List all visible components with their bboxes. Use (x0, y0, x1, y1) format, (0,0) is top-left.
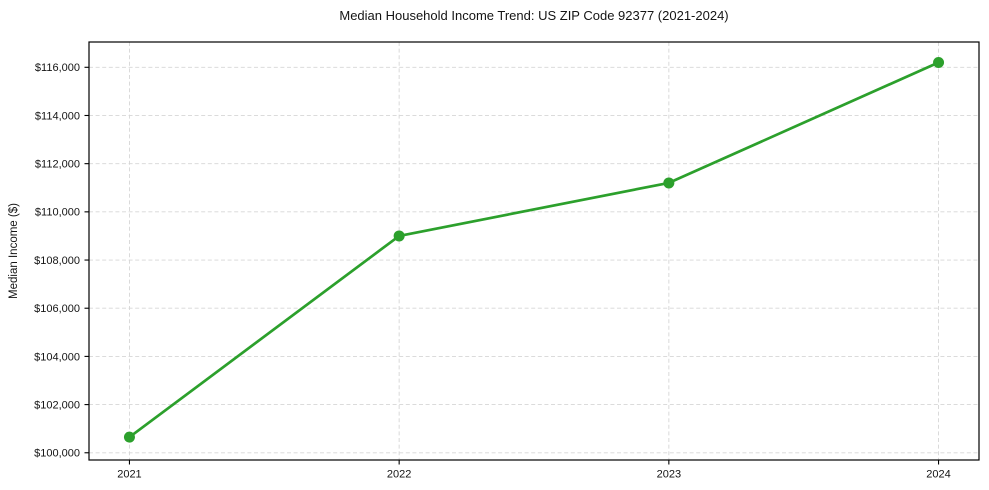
y-tick-label: $112,000 (35, 159, 80, 171)
chart-title: Median Household Income Trend: US ZIP Co… (339, 8, 729, 23)
data-point-marker (123, 431, 135, 443)
data-point-marker (663, 177, 675, 189)
series-line (128, 61, 940, 439)
plot-border (88, 41, 980, 461)
y-tick-label: $108,000 (34, 255, 80, 267)
x-tick-label: 2023 (657, 469, 681, 481)
y-tick-label: $110,000 (35, 207, 80, 219)
y-tick-label: $100,000 (34, 448, 80, 460)
y-tick-label: $114,000 (35, 110, 80, 122)
x-tick-label: 2024 (926, 469, 950, 481)
x-tick-label: 2022 (387, 469, 411, 481)
y-tick-label: $104,000 (34, 351, 80, 363)
data-point-marker (393, 230, 405, 242)
x-tick-label: 2021 (117, 469, 141, 481)
y-tick-label: $106,000 (34, 303, 80, 315)
data-point-marker (933, 56, 945, 68)
y-tick-label: $116,000 (35, 62, 80, 74)
y-tick-label: $102,000 (34, 399, 80, 411)
